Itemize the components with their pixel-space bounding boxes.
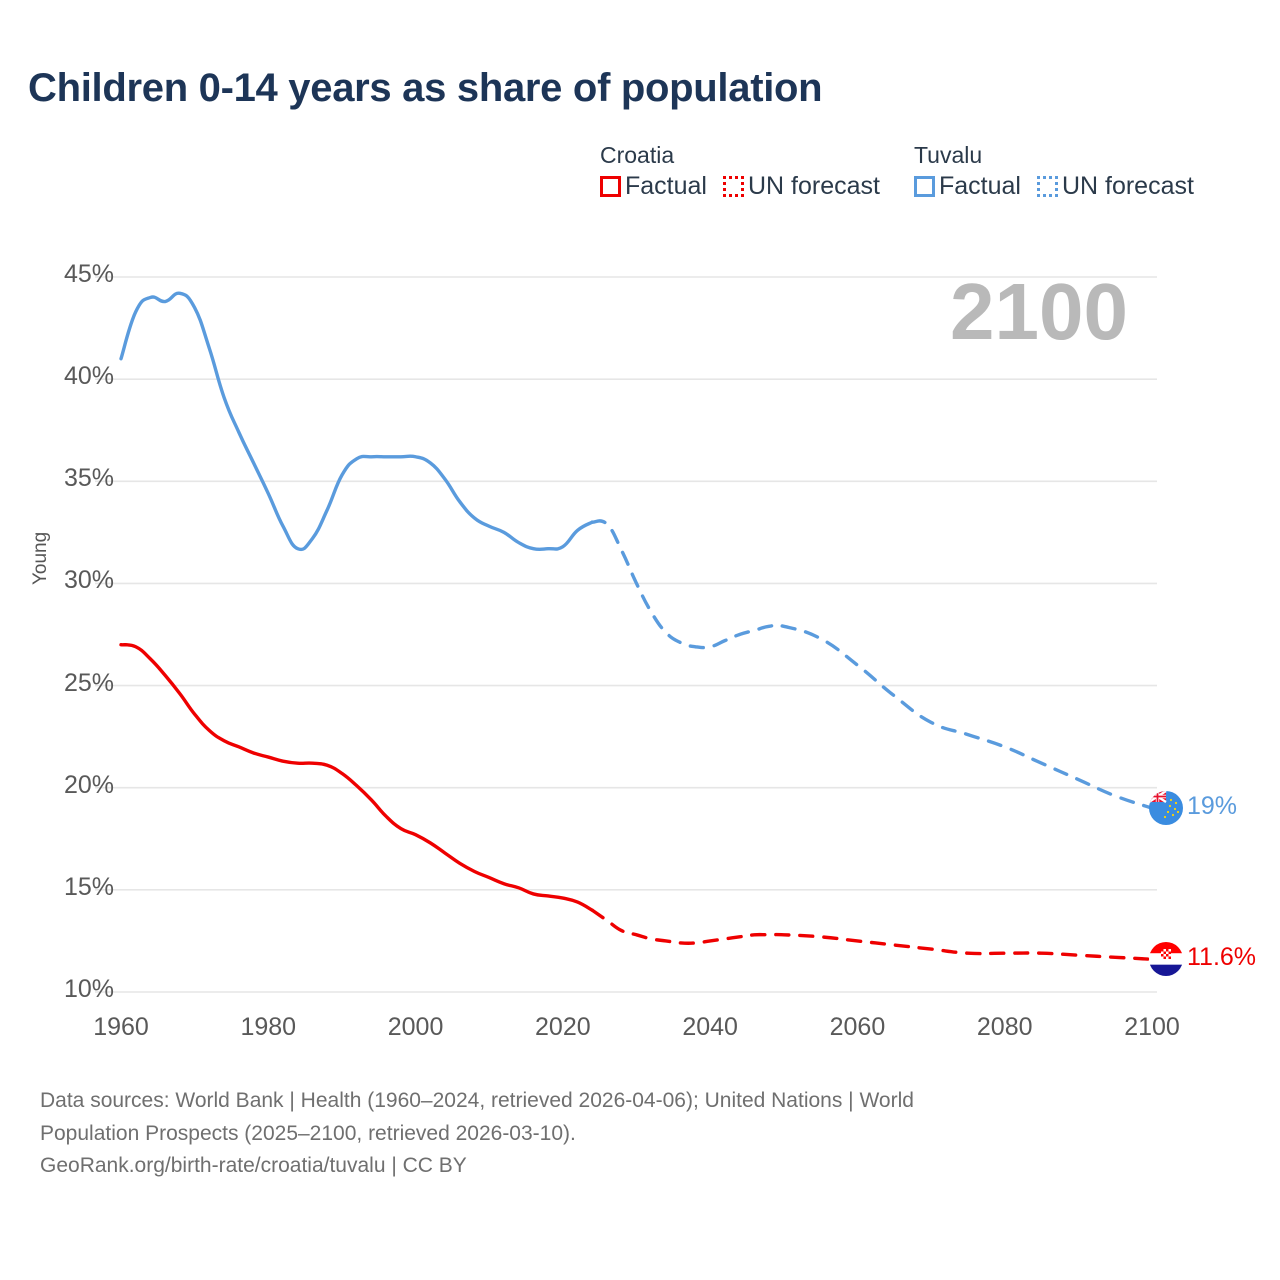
legend-item-croatia-factual[interactable]: Factual [600,174,707,199]
x-axis-tick-label: 2060 [829,1013,886,1041]
y-axis-tick-label: 40% [63,362,114,391]
legend-country-croatia: Croatia [600,142,675,168]
x-axis-tick-label: 2080 [976,1013,1033,1041]
footer-sources: Data sources: World Bank | Health (1960–… [40,1085,1220,1183]
legend-group-croatia: Croatia Factual UN forecast [600,142,880,199]
tuvalu-endpoint-label: 19% [1187,792,1238,821]
series-line-croatia-forecast [590,908,1154,962]
series-line-tuvalu-forecast [590,519,1154,810]
legend-row-tuvalu: Factual UN forecast [913,172,1194,201]
square-outline-icon [913,176,935,198]
legend-item-tuvalu-forecast[interactable]: UN forecast [1036,172,1194,201]
square-dotted-icon [722,176,744,198]
legend-country-tuvalu: Tuvalu [913,142,983,168]
x-axis-tick-label: 2100 [1124,1013,1180,1041]
legend-label-tuvalu-factual: Factual [938,172,1021,201]
x-axis-tick-label: 2040 [682,1013,738,1041]
x-axis-tick-label: 2020 [535,1013,591,1041]
gridlines [95,276,1157,993]
tuvalu-flag-icon [1149,791,1183,826]
legend-label-tuvalu-forecast: UN forecast [1061,172,1194,201]
series-lines [119,291,1154,962]
croatia-endpoint-label: 11.6% [1187,943,1257,972]
y-axis-tick-label: 30% [63,566,114,595]
x-axis-tick-label: 1980 [240,1013,297,1041]
square-dotted-icon [1036,176,1058,198]
legend-label-croatia-factual: Factual [625,172,707,201]
x-axis-tick-label: 2000 [387,1013,444,1041]
x-axis-tick-label: 1960 [93,1013,149,1041]
legend-label-croatia-forecast: UN forecast [747,172,880,201]
series-line-tuvalu-factual [119,291,595,552]
square-outline-icon [600,176,621,198]
year-watermark: 2100 [950,267,1128,356]
series-line-croatia-factual [119,643,595,912]
footer-line-3[interactable]: GeoRank.org/birth-rate/croatia/tuvalu | … [40,1154,467,1178]
legend-item-tuvalu-factual[interactable]: Factual [913,172,1021,201]
legend-group-tuvalu: Tuvalu Factual UN forecast [913,142,1194,201]
y-axis-tick-label: 10% [63,975,114,1003]
y-axis-tick-label: 20% [63,770,114,799]
chart-title: Children 0-14 years as share of populati… [28,66,823,110]
footer-line-1: Data sources: World Bank | Health (1960–… [40,1089,914,1112]
legend-row-croatia: Factual UN forecast [600,174,880,199]
croatia-flag-icon [1149,942,1183,977]
y-axis-tick-label: 25% [63,668,114,697]
y-axis-tick-label: 35% [63,464,114,493]
chart-legend: Croatia Factual UN forecast Tuvalu Factu… [600,142,1194,201]
y-axis-tick-label: 15% [63,872,114,901]
legend-item-croatia-forecast[interactable]: UN forecast [722,172,880,201]
footer-line-2: Population Prospects (2025–2100, retriev… [40,1121,576,1145]
y-axis-tick-label: 45% [63,260,114,288]
